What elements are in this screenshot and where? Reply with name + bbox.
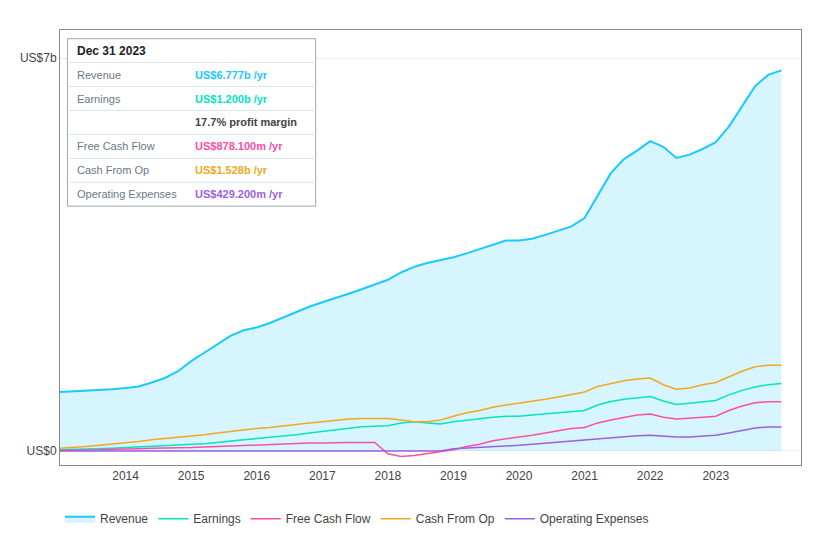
svg-text:US$1.200b /yr: US$1.200b /yr: [195, 93, 268, 105]
svg-text:Free Cash Flow: Free Cash Flow: [77, 140, 155, 152]
svg-text:US$878.100m /yr: US$878.100m /yr: [195, 140, 283, 152]
svg-text:2016: 2016: [243, 469, 270, 483]
svg-text:2021: 2021: [571, 469, 598, 483]
svg-text:2023: 2023: [702, 469, 729, 483]
svg-text:Revenue: Revenue: [77, 69, 121, 81]
svg-text:17.7% profit margin: 17.7% profit margin: [195, 116, 297, 128]
svg-text:2015: 2015: [178, 469, 205, 483]
svg-text:Earnings: Earnings: [77, 93, 121, 105]
svg-text:2017: 2017: [309, 469, 336, 483]
svg-text:2014: 2014: [112, 469, 139, 483]
svg-text:Cash From Op: Cash From Op: [416, 512, 495, 526]
svg-text:Dec 31 2023: Dec 31 2023: [77, 44, 146, 58]
svg-text:Earnings: Earnings: [193, 512, 240, 526]
svg-text:Cash From Op: Cash From Op: [77, 164, 149, 176]
svg-text:2020: 2020: [506, 469, 533, 483]
svg-text:Operating Expenses: Operating Expenses: [540, 512, 649, 526]
svg-text:Revenue: Revenue: [100, 512, 148, 526]
svg-text:2019: 2019: [440, 469, 467, 483]
svg-text:US$7b: US$7b: [20, 51, 57, 65]
svg-text:US$0: US$0: [27, 444, 57, 458]
svg-text:Free Cash Flow: Free Cash Flow: [286, 512, 371, 526]
svg-text:Operating Expenses: Operating Expenses: [77, 188, 177, 200]
svg-text:US$6.777b /yr: US$6.777b /yr: [195, 69, 268, 81]
svg-text:2018: 2018: [375, 469, 402, 483]
svg-text:US$1.528b /yr: US$1.528b /yr: [195, 164, 268, 176]
svg-text:US$429.200m /yr: US$429.200m /yr: [195, 188, 283, 200]
svg-text:2022: 2022: [637, 469, 664, 483]
